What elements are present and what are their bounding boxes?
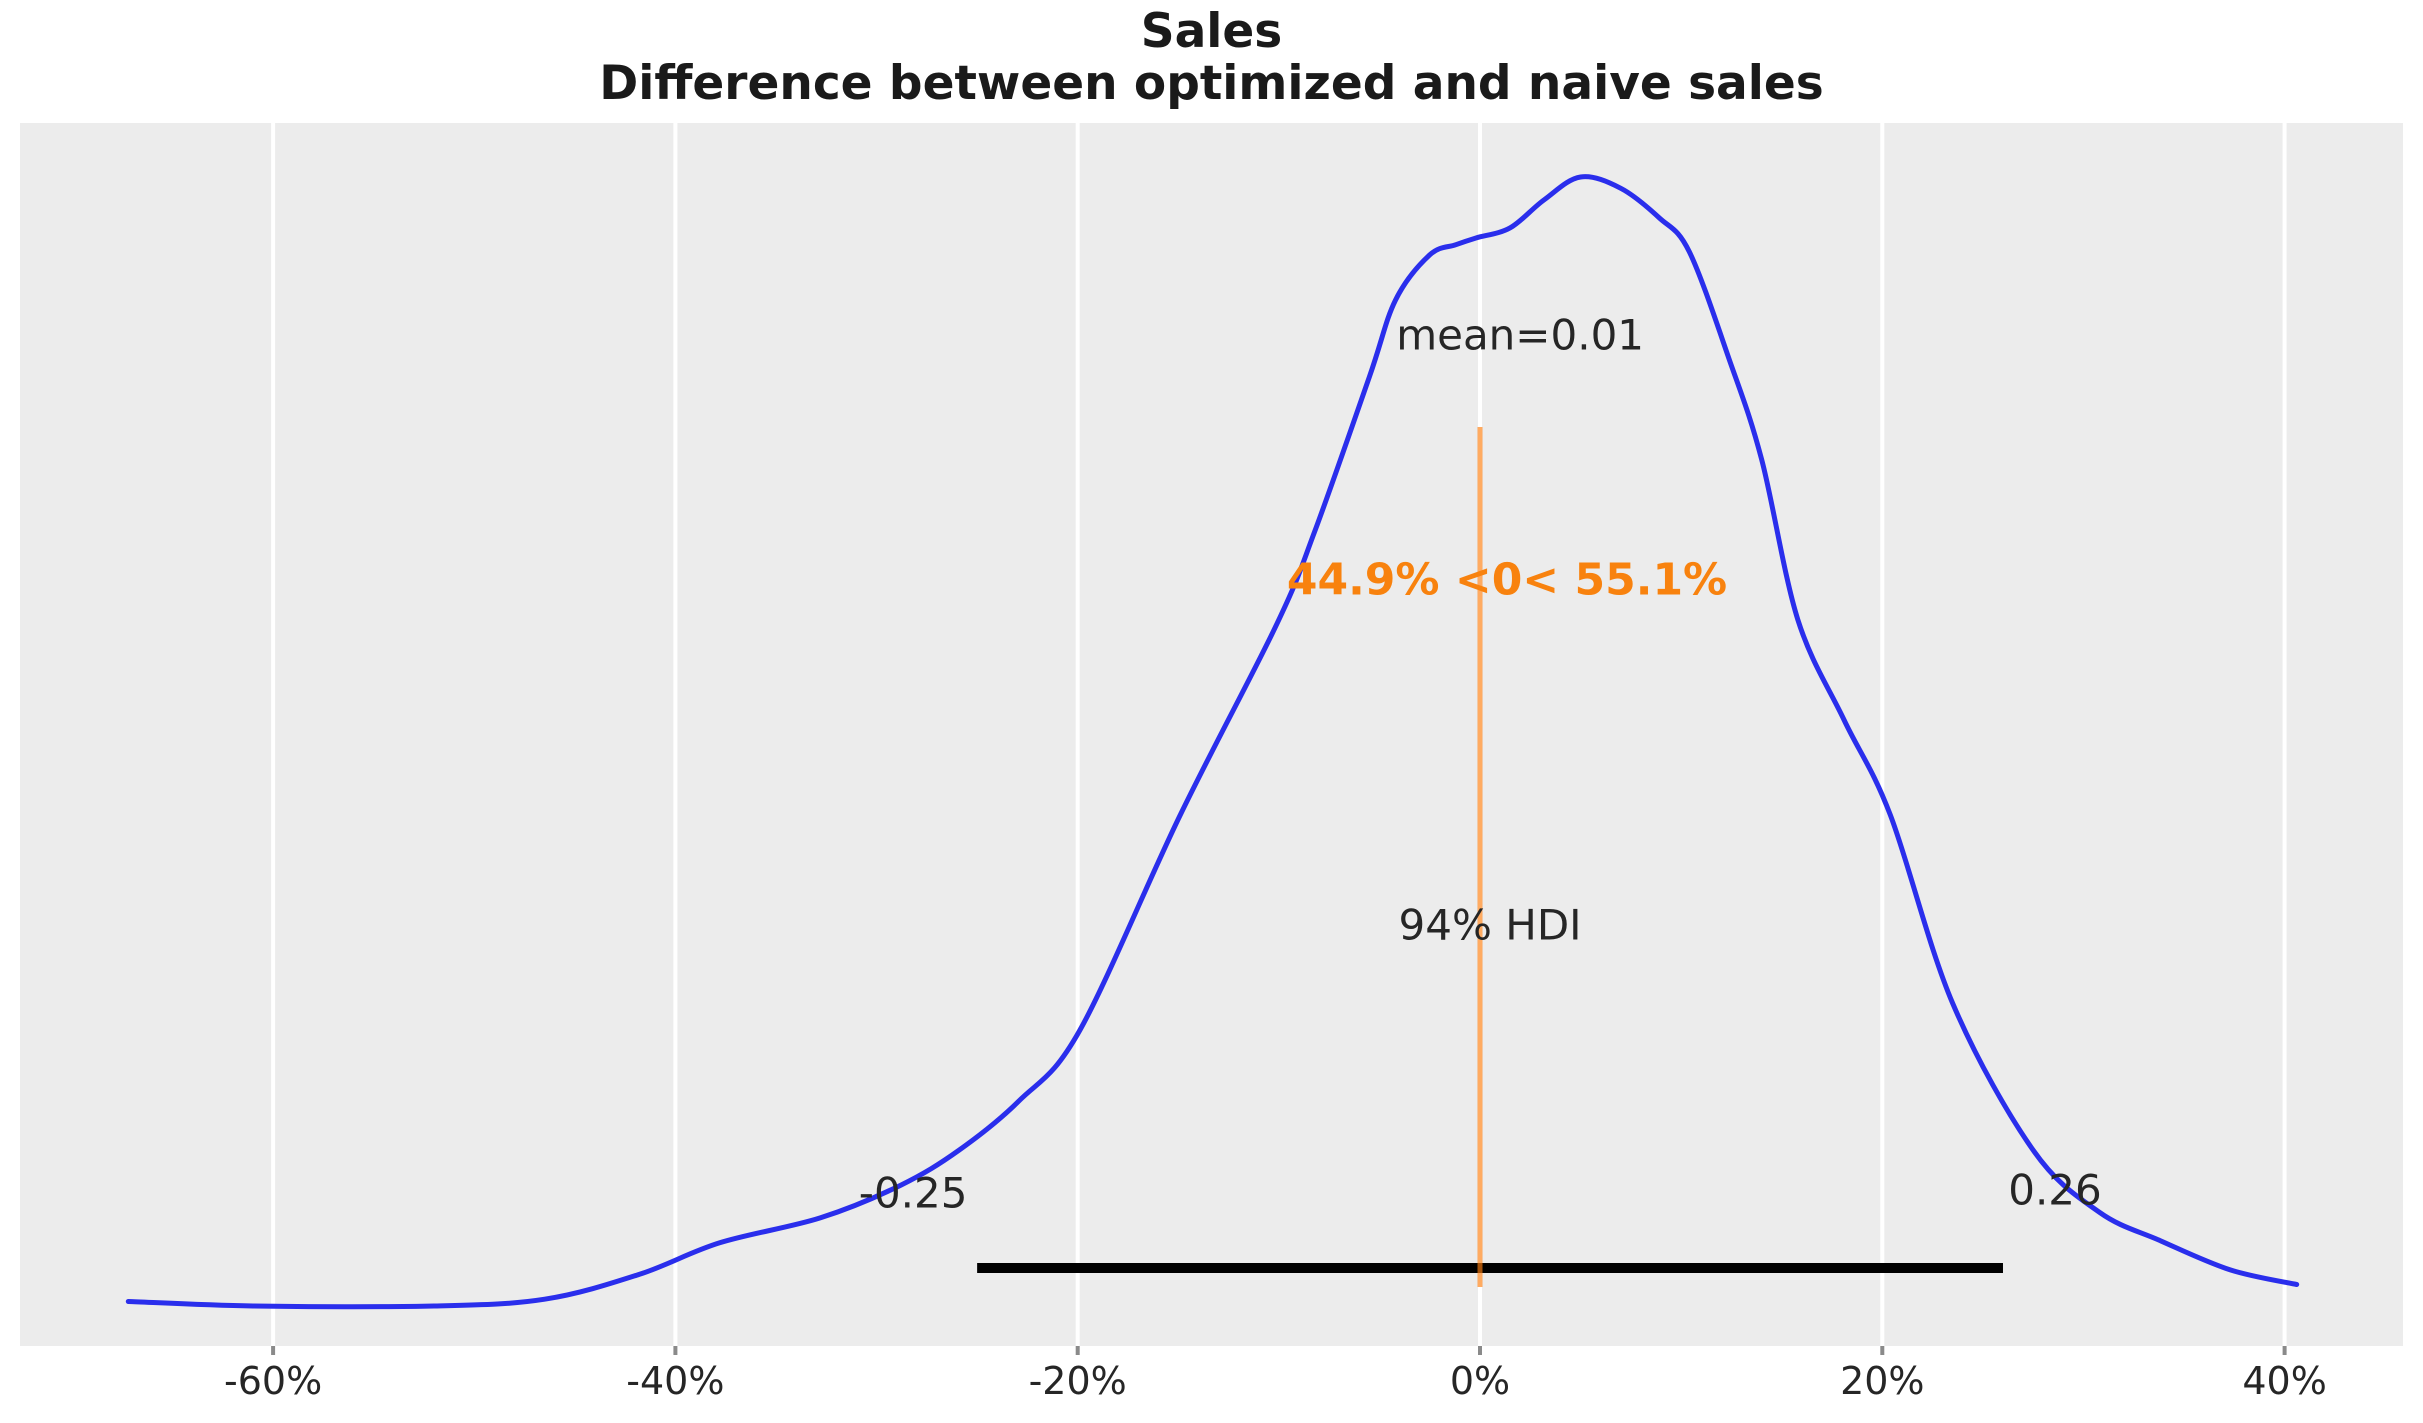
- hdi-low-value-label: -0.25: [858, 1168, 968, 1218]
- x-tick-label--60%: -60%: [224, 1359, 323, 1403]
- x-tick-label-0%: 0%: [1449, 1359, 1511, 1403]
- chart-title: Sales: [1140, 4, 1283, 59]
- x-tick-label--40%: -40%: [626, 1359, 725, 1403]
- x-tick-label-40%: 40%: [2242, 1359, 2327, 1403]
- ref-val-percentages-label: 44.9% <0< 55.1%: [1286, 554, 1728, 606]
- x-tick-label--20%: -20%: [1028, 1359, 1127, 1403]
- hdi-label: 94% HDI: [1398, 900, 1582, 950]
- mean-label: mean=0.01: [1396, 310, 1645, 360]
- kde-curve: [125, 174, 2300, 1310]
- x-tick-label-20%: 20%: [1840, 1359, 1925, 1403]
- hdi-high-value-label: 0.26: [2008, 1165, 2102, 1215]
- chart-subtitle: Difference between optimized and naive s…: [599, 55, 1824, 111]
- title-block: Sales Difference between optimized and n…: [0, 6, 2423, 109]
- plot-background: [20, 123, 2403, 1346]
